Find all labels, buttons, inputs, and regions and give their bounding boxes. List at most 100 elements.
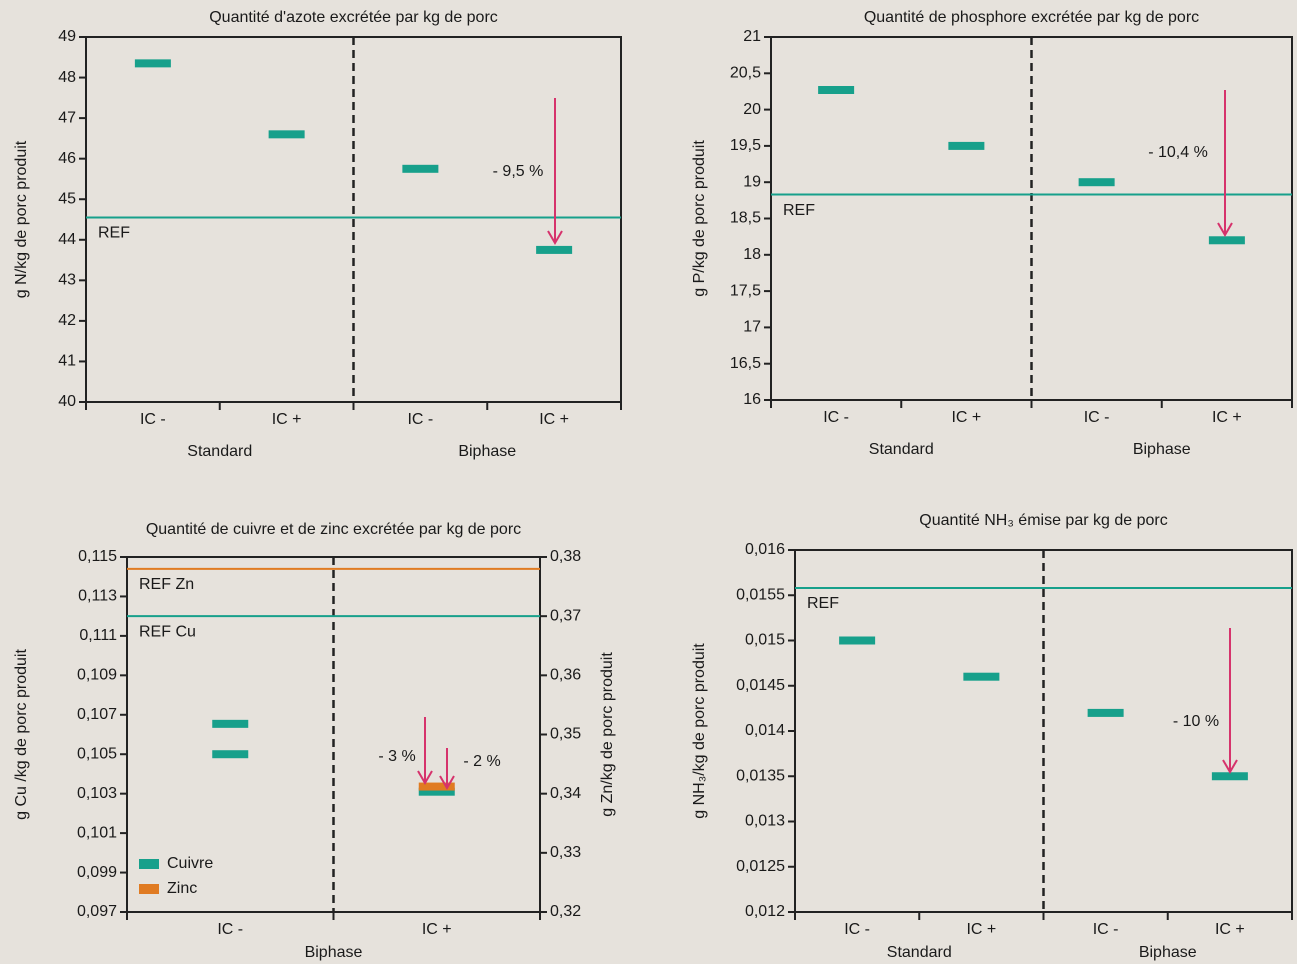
x-tick-label: IC + bbox=[951, 409, 981, 426]
data-mark bbox=[1211, 772, 1248, 781]
y-tick-label: 0,016 bbox=[745, 541, 785, 558]
data-mark bbox=[402, 164, 439, 173]
legend-label: Zinc bbox=[167, 880, 197, 897]
chart-title: Quantité de phosphore excrétée par kg de… bbox=[864, 9, 1199, 26]
y-tick-label: 0,103 bbox=[77, 785, 117, 802]
x-tick-label: IC + bbox=[966, 921, 996, 938]
x-tick-label: IC - bbox=[217, 921, 243, 938]
x-tick-label: IC + bbox=[272, 411, 302, 428]
y-tick-label: 0,012 bbox=[745, 903, 785, 920]
y-tick-label: 48 bbox=[58, 69, 76, 86]
y-tick-label: 20 bbox=[743, 101, 761, 118]
y-tick-label: 40 bbox=[58, 393, 76, 410]
y-tick-label: 41 bbox=[58, 353, 76, 370]
x-tick-label: IC + bbox=[539, 411, 569, 428]
annotation: - 10 % bbox=[1173, 713, 1219, 730]
y-tick-label: 18,5 bbox=[730, 210, 761, 227]
y-tick-label: 44 bbox=[58, 231, 76, 248]
x-tick-label: IC - bbox=[140, 411, 166, 428]
y-tick-label: 18 bbox=[743, 246, 761, 263]
arrow-head bbox=[547, 230, 563, 245]
data-mark bbox=[1078, 178, 1115, 187]
data-mark bbox=[418, 782, 455, 791]
y-tick-label: 16 bbox=[743, 391, 761, 408]
y-tick-label: 0,111 bbox=[79, 627, 117, 644]
group-label: Standard bbox=[887, 944, 952, 961]
legend-swatch bbox=[139, 859, 159, 869]
annotation: - 10,4 % bbox=[1148, 144, 1208, 161]
ref-label: REF bbox=[98, 225, 130, 242]
group-label: Biphase bbox=[1133, 441, 1191, 458]
chart-title: Quantité d'azote excrétée par kg de porc bbox=[209, 9, 498, 26]
y-tick-label: 16,5 bbox=[730, 355, 761, 372]
arrow-head bbox=[417, 770, 433, 785]
y-tick-label: 47 bbox=[58, 109, 76, 126]
y2-tick-label: 0,33 bbox=[550, 844, 581, 861]
y-tick-label: 42 bbox=[58, 312, 76, 329]
y-axis-label: g N/kg de porc produit bbox=[13, 140, 30, 298]
legend-swatch bbox=[139, 884, 159, 894]
x-tick-label: IC + bbox=[1215, 921, 1245, 938]
y-axis-label: g NH₃/kg de porc produit bbox=[691, 643, 708, 819]
y-tick-label: 17,5 bbox=[730, 282, 761, 299]
y-tick-label: 49 bbox=[58, 28, 76, 45]
y-tick-label: 0,115 bbox=[78, 548, 117, 565]
y-tick-label: 0,0125 bbox=[736, 858, 785, 875]
data-mark bbox=[1208, 236, 1245, 245]
group-label: Biphase bbox=[305, 944, 363, 961]
y-tick-label: 0,0155 bbox=[736, 586, 785, 603]
group-label: Biphase bbox=[1139, 944, 1197, 961]
y-axis-label: g P/kg de porc produit bbox=[691, 140, 708, 297]
y-tick-label: 0,113 bbox=[78, 588, 117, 605]
x-tick-label: IC - bbox=[407, 411, 433, 428]
legend-label: Cuivre bbox=[167, 855, 213, 872]
y-tick-label: 21 bbox=[743, 28, 761, 45]
arrow-head bbox=[439, 775, 455, 790]
data-mark bbox=[839, 636, 876, 645]
y2-tick-label: 0,36 bbox=[550, 667, 581, 684]
chart-title: Quantité de cuivre et de zinc excrétée p… bbox=[146, 521, 521, 538]
y-tick-label: 0,105 bbox=[77, 745, 117, 762]
y2-tick-label: 0,38 bbox=[550, 548, 581, 565]
y-tick-label: 0,107 bbox=[77, 706, 117, 723]
data-mark bbox=[818, 85, 855, 94]
y-tick-label: 46 bbox=[58, 150, 76, 167]
annotation: - 3 % bbox=[378, 748, 415, 765]
y-tick-label: 0,101 bbox=[77, 824, 117, 841]
arrow-head bbox=[1217, 222, 1233, 237]
ref-label: REF Cu bbox=[139, 623, 196, 640]
group-label: Standard bbox=[187, 443, 252, 460]
y-tick-label: 0,013 bbox=[745, 813, 785, 830]
y2-tick-label: 0,34 bbox=[550, 785, 581, 802]
data-mark bbox=[1087, 708, 1124, 717]
x-tick-label: IC - bbox=[1093, 921, 1119, 938]
data-mark bbox=[212, 750, 249, 759]
y-tick-label: 0,0135 bbox=[736, 767, 785, 784]
ref-label: REF bbox=[783, 202, 815, 219]
x-tick-label: IC + bbox=[1212, 409, 1242, 426]
y-tick-label: 45 bbox=[58, 190, 76, 207]
y-axis-label: g Cu /kg de porc produit bbox=[13, 649, 30, 820]
x-tick-label: IC - bbox=[1084, 409, 1110, 426]
arrow-head bbox=[1222, 759, 1238, 774]
annotation: - 2 % bbox=[463, 753, 500, 770]
y-tick-label: 0,097 bbox=[77, 903, 117, 920]
y-tick-label: 0,0145 bbox=[736, 677, 785, 694]
ref-label: REF Zn bbox=[139, 576, 194, 593]
x-tick-label: IC + bbox=[422, 921, 452, 938]
y-tick-label: 43 bbox=[58, 272, 76, 289]
y-tick-label: 19 bbox=[743, 173, 761, 190]
y-tick-label: 19,5 bbox=[730, 137, 761, 154]
data-mark bbox=[536, 245, 573, 254]
data-mark bbox=[268, 130, 305, 139]
x-tick-label: IC - bbox=[844, 921, 870, 938]
y2-axis-label: g Zn/kg de porc produit bbox=[599, 652, 616, 817]
y-tick-label: 0,015 bbox=[745, 632, 785, 649]
data-mark bbox=[134, 59, 171, 68]
annotation: - 9,5 % bbox=[493, 163, 544, 180]
ref-label: REF bbox=[807, 595, 839, 612]
y-tick-label: 17 bbox=[743, 319, 761, 336]
y2-tick-label: 0,37 bbox=[550, 607, 581, 624]
y-tick-label: 0,099 bbox=[77, 864, 117, 881]
